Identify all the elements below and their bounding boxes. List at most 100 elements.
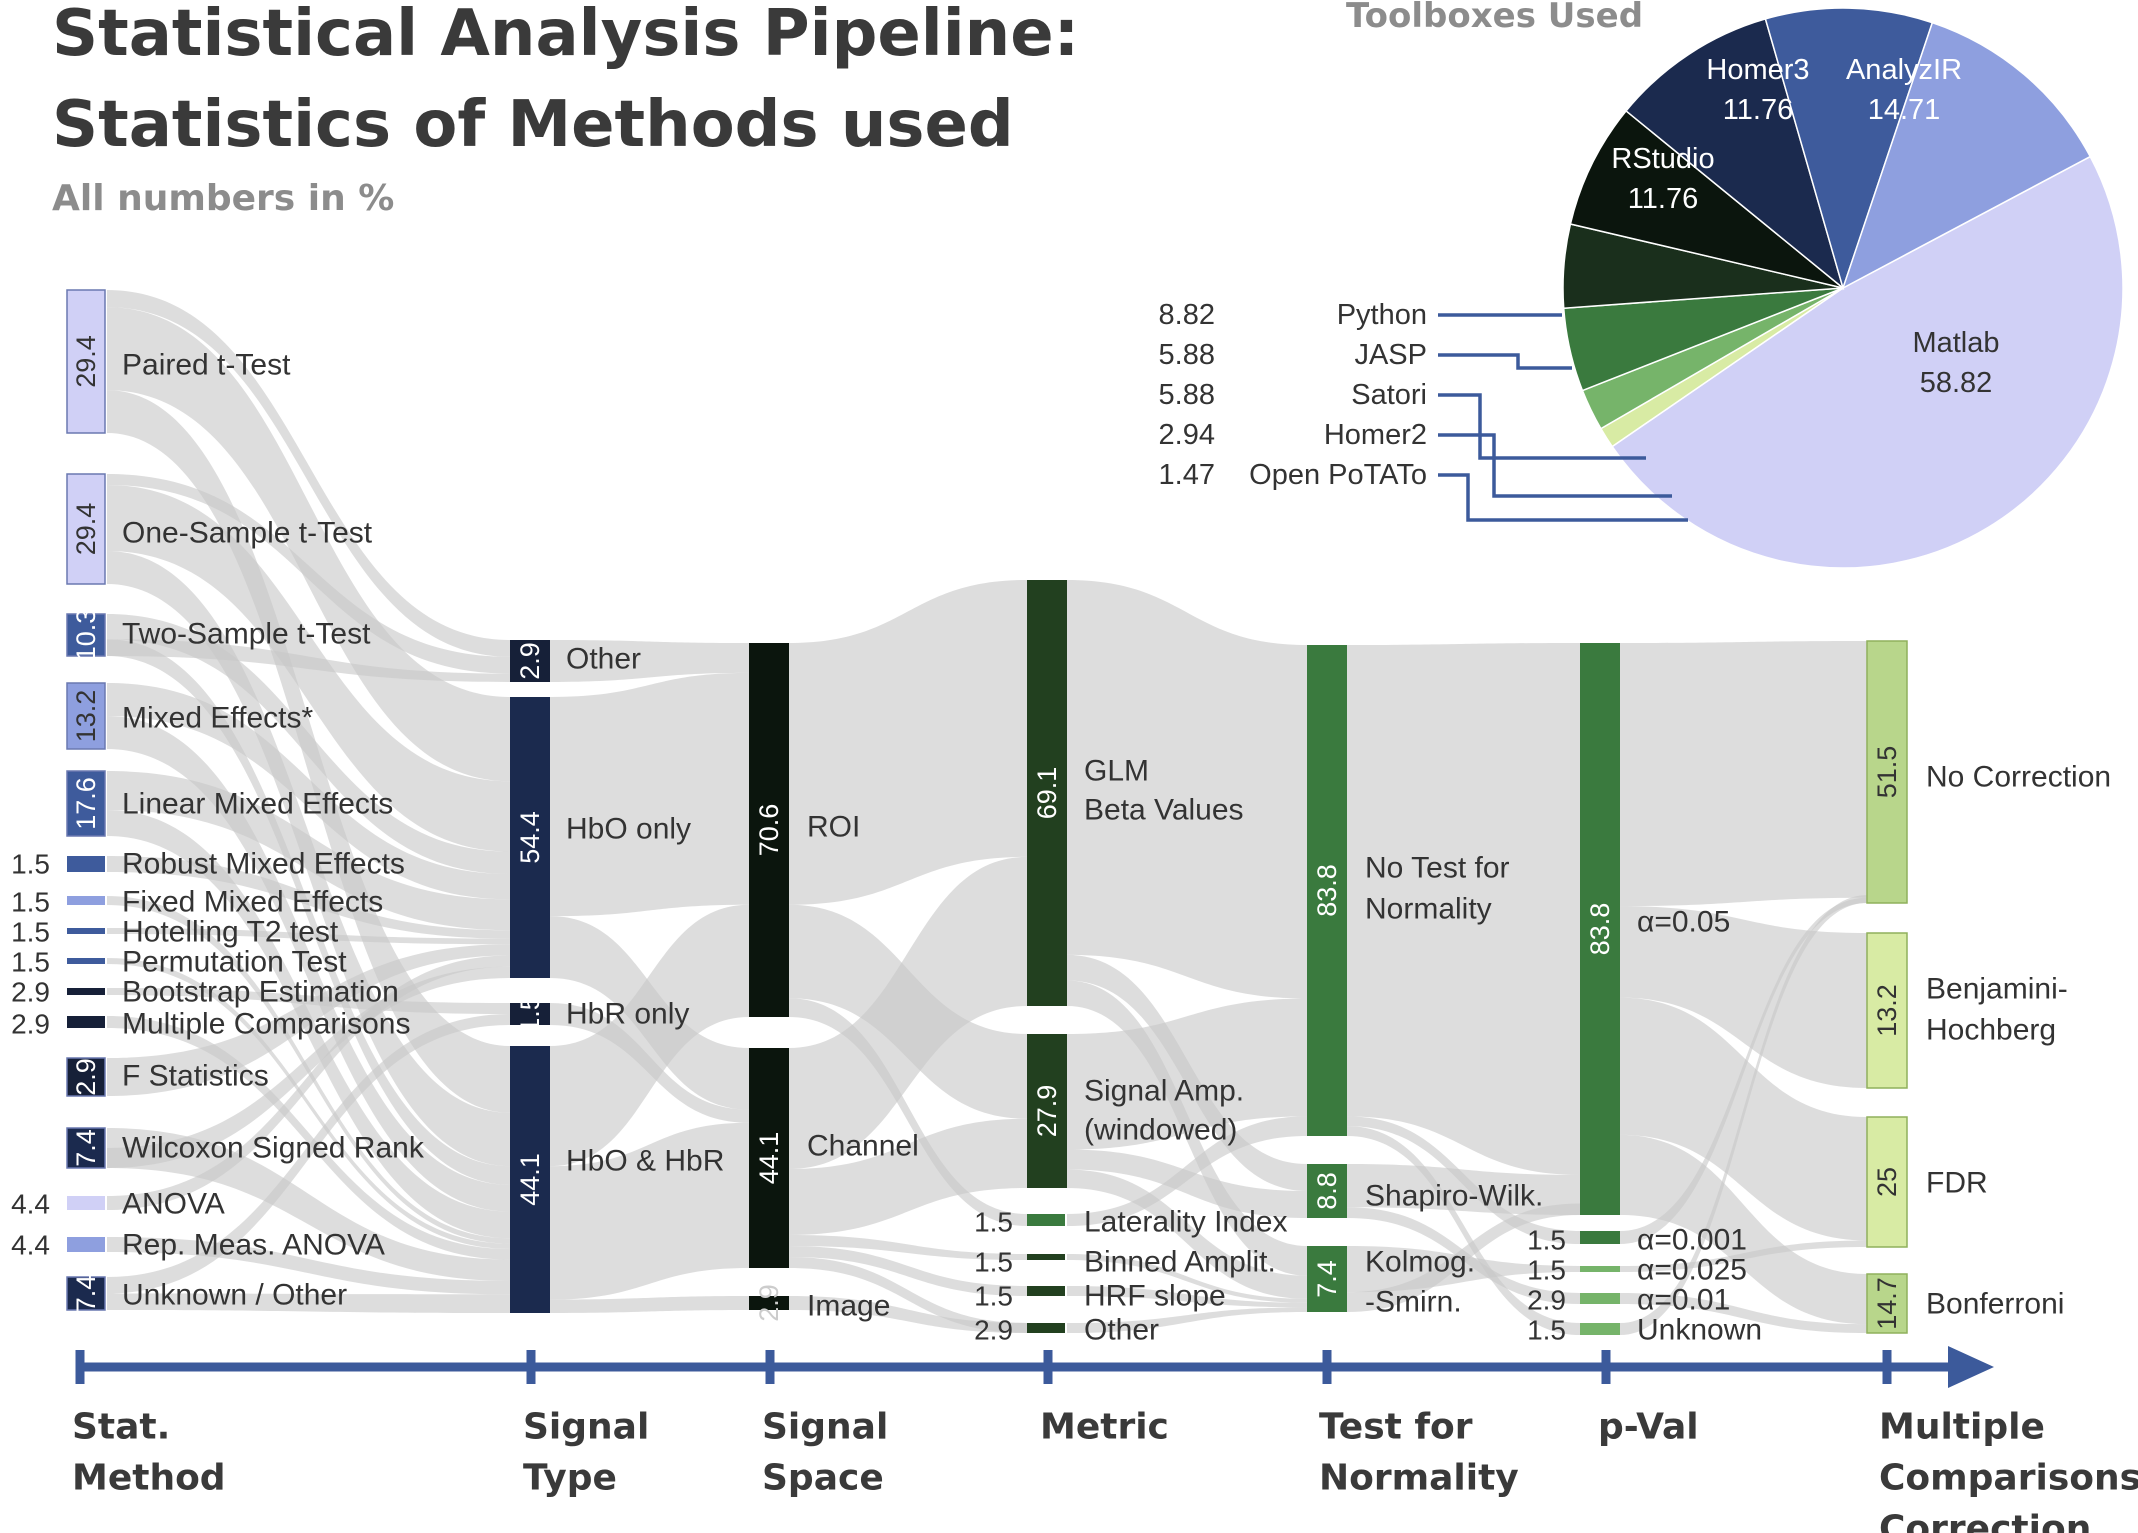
normality-label: -Smirn. (1365, 1286, 1462, 1319)
pval-label: α=0.01 (1637, 1284, 1730, 1317)
pie-slice-value: 11.76 (1723, 94, 1793, 126)
flow-nodes: 29.4 Paired t-Test 29.4 One-Sample t-Test 10… (11, 289, 2111, 1347)
pval-bar (1580, 1231, 1620, 1244)
flow-link (107, 639, 510, 682)
stage-label: Method (72, 1458, 226, 1499)
stat-method-value: 17.6 (71, 777, 101, 830)
normality-label: Kolmog. (1365, 1246, 1475, 1279)
axis-arrowhead (1948, 1346, 1994, 1388)
stage-label: Space (762, 1458, 884, 1499)
stat-method-value: 29.4 (71, 503, 101, 556)
flow-link (1067, 1286, 1307, 1308)
flow-link (789, 1296, 1027, 1333)
stat-method-label: One-Sample t-Test (122, 517, 373, 550)
stage-label: Type (523, 1458, 617, 1499)
pie-leader-line (1438, 473, 1688, 522)
flow-link (789, 856, 1027, 1169)
flow-link (789, 998, 1027, 1226)
stat-method-bar (66, 682, 106, 750)
pval-bar (1580, 1266, 1620, 1272)
flow-link (789, 1257, 1027, 1333)
pie-leader-value: 5.88 (1159, 339, 1215, 371)
correction-label: Benjamini- (1926, 973, 2068, 1006)
metric-label: Beta Values (1084, 794, 1244, 827)
stage-label: Normality (1319, 1458, 1519, 1499)
signal-type-value: 44.1 (515, 1153, 545, 1206)
flow-link (1067, 998, 1307, 1150)
stat-method-label: Unknown / Other (122, 1279, 347, 1312)
flow-link (1067, 580, 1307, 999)
flow-link (1347, 1126, 1580, 1335)
correction-bar (1866, 640, 1908, 904)
stat-method-bar (67, 958, 105, 964)
flow-link (107, 1293, 510, 1313)
stat-method-value: 2.9 (71, 1058, 101, 1096)
flow-link (1347, 1203, 1580, 1312)
signal-space-value: 2.9 (754, 1284, 784, 1322)
pval-value: 1.5 (1527, 1255, 1566, 1286)
stat-method-bar (66, 1276, 106, 1311)
metric-value: 1.5 (974, 1247, 1013, 1278)
metric-bar (1027, 1323, 1065, 1333)
stat-method-label: Paired t-Test (122, 349, 291, 382)
flow-link (789, 1118, 1027, 1235)
pie-title: Toolboxes Used (1346, 0, 1644, 36)
flow-link (1067, 1116, 1307, 1226)
stat-method-label: Hotelling T2 test (122, 916, 339, 949)
flow-link (550, 1296, 749, 1313)
pipeline-axis: Stat. Method Signal Type Signal Space Metric Te… (72, 1346, 2138, 1533)
signal-type-label: HbR only (566, 998, 689, 1031)
metric-label: Laterality Index (1084, 1206, 1287, 1239)
stat-method-label: ANOVA (122, 1188, 225, 1221)
flow-link (789, 580, 1027, 905)
pval-bar (1580, 643, 1620, 1215)
pie-leader-name: Satori (1351, 379, 1427, 411)
flow-link (1067, 1307, 1307, 1333)
stage-label: Correction (1879, 1509, 2091, 1533)
pie-leader-value: 8.82 (1159, 299, 1215, 331)
correction-label: No Correction (1926, 761, 2111, 794)
flow-link (107, 683, 510, 900)
stat-method-bar (67, 1016, 105, 1028)
stat-method-bar (66, 1057, 106, 1097)
stat-method-label: Two-Sample t-Test (122, 618, 371, 651)
flow-link (107, 928, 510, 945)
stat-method-label: F Statistics (122, 1060, 269, 1093)
flow-link (1620, 895, 1867, 1335)
stage-label: Multiple (1879, 1407, 2045, 1448)
flow-link (1067, 1254, 1307, 1303)
stat-method-value: 1.5 (11, 849, 50, 880)
flow-link (107, 1128, 510, 1281)
stat-method-label: Wilcoxon Signed Rank (122, 1132, 425, 1165)
stat-method-label: Permutation Test (122, 946, 347, 979)
flow-link (107, 639, 510, 1185)
pie-slice-name: Homer3 (1706, 54, 1809, 86)
metric-label: GLM (1084, 755, 1149, 788)
stat-method-bar (66, 473, 106, 585)
signal-type-bar (510, 1003, 550, 1025)
stat-method-value: 4.4 (11, 1230, 50, 1261)
flow-link (789, 1246, 1027, 1296)
flow-link (107, 988, 510, 1014)
stat-method-bar (67, 1196, 105, 1210)
flow-link (1620, 997, 1867, 1241)
metric-label: (windowed) (1084, 1114, 1237, 1147)
flow-link (107, 290, 510, 657)
flow-link (1620, 1240, 1867, 1272)
correction-bar (1866, 932, 1908, 1089)
pie-leader-name: Open PoTATo (1249, 459, 1427, 491)
flow-link (1347, 1164, 1580, 1215)
stat-method-label: Multiple Comparisons (122, 1008, 410, 1041)
normality-bar (1307, 1164, 1347, 1218)
flow-link (550, 672, 749, 917)
signal-type-label: HbO only (566, 813, 691, 846)
pie-slice (1625, 18, 1845, 291)
signal-space-bar (749, 643, 789, 1017)
signal-space-bar (749, 1048, 789, 1268)
pie-slice (1569, 109, 1844, 289)
metric-label: Binned Amplit. (1084, 1246, 1276, 1279)
metric-label: Signal Amp. (1084, 1075, 1244, 1108)
pval-value: 1.5 (1527, 1315, 1566, 1346)
signal-type-bar (510, 640, 550, 682)
normality-bar (1307, 645, 1347, 1136)
